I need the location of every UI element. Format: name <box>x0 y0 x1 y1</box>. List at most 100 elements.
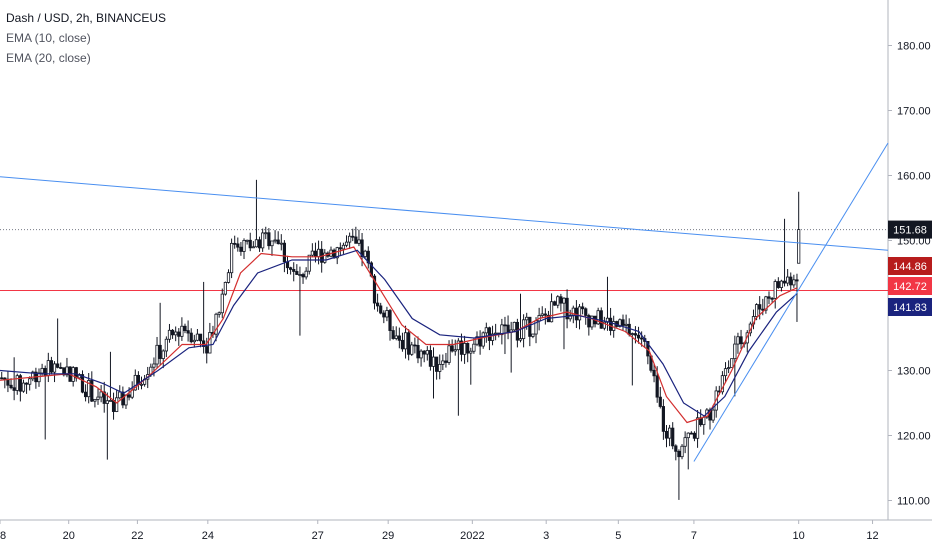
candle-body <box>49 360 54 373</box>
candle-body <box>671 427 675 447</box>
candle-body <box>668 427 672 439</box>
candle-body <box>553 301 557 306</box>
candle-body <box>189 332 193 343</box>
x-tick-label: 18 <box>0 530 6 542</box>
resistance-trendline <box>0 176 889 251</box>
candle-body <box>357 239 361 244</box>
price-badge-label: 144.86 <box>893 261 927 273</box>
x-tick-label: 12 <box>866 530 878 542</box>
candle-body <box>692 432 697 439</box>
candle-body <box>683 437 687 447</box>
candle-body <box>273 239 277 242</box>
price-badge-ema20 <box>888 298 932 316</box>
x-tick-label: 22 <box>131 530 143 542</box>
candle-body <box>730 358 734 369</box>
y-tick-label: 180.00 <box>897 41 931 53</box>
candle-body <box>229 242 234 274</box>
candle-body <box>587 315 591 328</box>
candle-body <box>540 313 544 316</box>
candle-body <box>202 340 206 347</box>
x-tick-label: 5 <box>615 530 621 542</box>
candle-body <box>444 360 448 363</box>
candle-body <box>90 380 94 402</box>
candle-body <box>115 397 119 412</box>
candle-body <box>108 400 113 402</box>
candle-body <box>500 324 504 336</box>
price-badge-label: 142.72 <box>893 281 927 293</box>
support-trendline <box>693 142 889 462</box>
candle-body <box>12 387 16 391</box>
legend-ema10: EMA (10, close) <box>6 31 91 45</box>
candle-body <box>382 312 386 318</box>
candle-body <box>198 333 203 342</box>
candle-body <box>419 350 423 359</box>
candle-body <box>285 261 290 269</box>
candle-body <box>559 296 563 304</box>
price-badge-label: 151.68 <box>893 225 927 237</box>
candle-body <box>565 297 569 320</box>
candle-body <box>695 417 700 439</box>
candle-body <box>298 274 302 276</box>
candle-body <box>621 319 625 326</box>
candle-body <box>360 239 364 258</box>
x-tick-label: 3 <box>543 530 549 542</box>
candle-body <box>633 333 638 336</box>
candle-body <box>195 333 200 341</box>
candle-body <box>111 400 116 412</box>
candle-body <box>525 316 529 321</box>
candle-body <box>764 296 768 311</box>
candle-body <box>727 367 731 370</box>
candle-body <box>503 324 507 327</box>
candle-body <box>316 248 321 258</box>
candle-body <box>164 338 168 352</box>
candle-body <box>630 333 634 335</box>
candle-body <box>167 329 172 340</box>
candle-body <box>310 250 314 256</box>
x-tick-label: 10 <box>793 530 805 542</box>
candle-body <box>18 375 22 392</box>
candle-body <box>584 308 588 316</box>
candle-body <box>618 319 622 327</box>
candle-body <box>518 338 523 341</box>
candle-body <box>680 445 684 458</box>
candle-body <box>462 342 467 355</box>
candle-body <box>236 243 240 248</box>
candle-body <box>118 391 122 399</box>
candle-body <box>183 325 187 332</box>
candle-body <box>375 302 380 307</box>
candle-body <box>87 380 91 398</box>
candle-body <box>385 310 389 318</box>
candle-body <box>251 246 255 249</box>
x-tick-label: 24 <box>202 530 214 542</box>
candle-body <box>28 378 32 385</box>
candle-body <box>270 240 274 247</box>
candle-body <box>158 344 162 359</box>
candle-body <box>797 229 801 264</box>
candle-body <box>344 241 349 246</box>
candle-body <box>65 366 69 376</box>
candle-body <box>133 374 137 391</box>
candle-body <box>96 396 100 400</box>
candle-body <box>254 239 259 248</box>
candle-body <box>403 332 408 350</box>
candle-body <box>397 335 401 341</box>
legend-ema20: EMA (20, close) <box>6 51 91 65</box>
candle-body <box>506 324 510 333</box>
candle-body <box>93 398 97 402</box>
candle-body <box>354 236 358 244</box>
candle-body <box>289 267 293 270</box>
candle-body <box>31 371 35 380</box>
candle-body <box>531 333 535 337</box>
candle-body <box>776 281 780 288</box>
candle-body <box>394 335 398 339</box>
candle-body <box>366 250 370 264</box>
candle-body <box>301 274 305 278</box>
candle-body <box>466 342 470 354</box>
candle-body <box>192 339 196 343</box>
candle-body <box>472 343 476 352</box>
candle-body <box>46 360 50 376</box>
candle-body <box>214 313 218 335</box>
candle-body <box>689 432 693 435</box>
candle-body <box>447 345 451 363</box>
